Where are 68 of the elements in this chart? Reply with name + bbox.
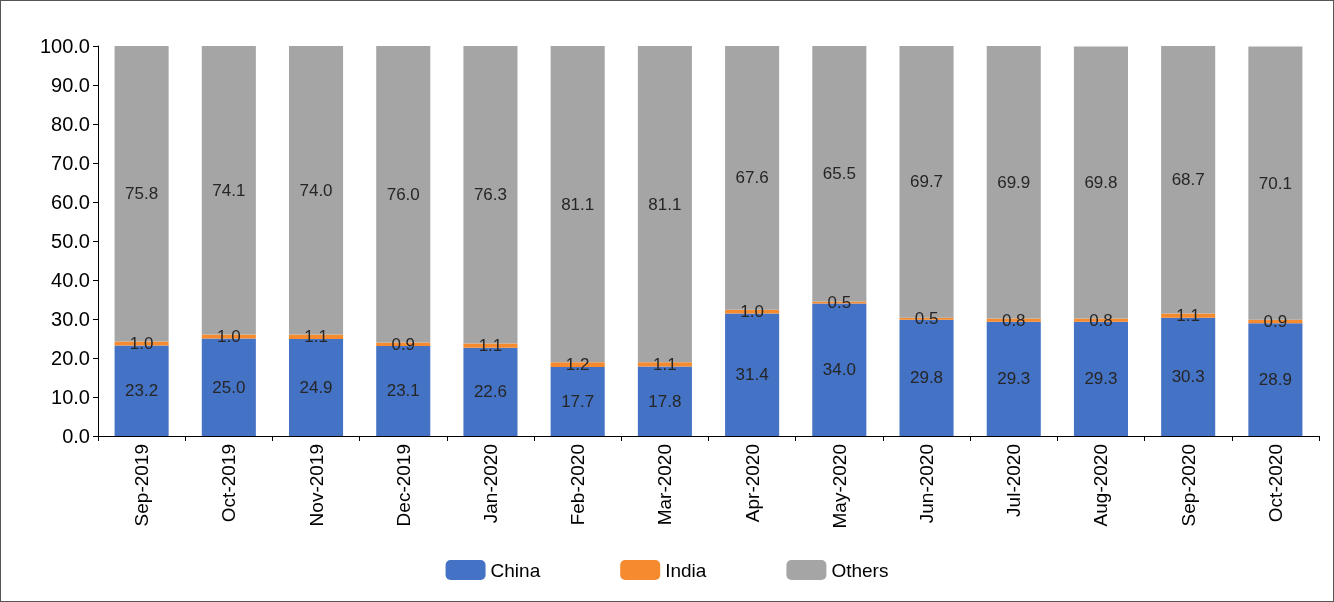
data-label: 69.8: [1084, 173, 1118, 192]
y-tick-label: 100.0: [39, 35, 90, 57]
x-tick-label: Jun-2020: [916, 444, 938, 524]
data-label: 69.7: [909, 172, 944, 192]
data-label: 0.8: [1001, 310, 1026, 330]
x-tick-label: Apr-2020: [741, 444, 763, 523]
data-label: 22.6: [473, 382, 508, 402]
data-label: 70.1: [1258, 173, 1292, 193]
data-label: 23.2: [125, 381, 159, 401]
data-label: 1.1: [304, 327, 328, 347]
data-label: 0.5: [827, 292, 852, 312]
data-label: 81.1: [648, 194, 682, 214]
data-label: 75.8: [125, 184, 159, 204]
x-tick-label: Mar-2020: [654, 444, 676, 526]
y-tick-label: 10.0: [51, 386, 90, 408]
data-label: 25.0: [212, 377, 246, 397]
x-tick-label: Aug-2020: [1090, 444, 1112, 527]
y-tick-label: 30.0: [51, 308, 90, 330]
x-tick-label: Oct-2020: [1264, 444, 1286, 523]
x-tick-label: May-2020: [828, 444, 850, 529]
data-label: 23.1: [386, 381, 420, 401]
y-tick-label: 40.0: [51, 269, 90, 291]
x-tick-label: Dec-2019: [392, 444, 414, 527]
legend-label: Others: [831, 559, 889, 581]
data-label: 29.3: [1084, 369, 1118, 389]
data-label: 1.0: [740, 302, 764, 322]
data-label: 81.1: [561, 194, 595, 214]
x-tick-label: Jul-2020: [1003, 444, 1025, 517]
y-tick-label: 90.0: [51, 74, 90, 96]
data-label: 17.8: [648, 391, 682, 411]
y-tick-label: 0.0: [62, 425, 90, 447]
legend-label: India: [665, 559, 707, 581]
data-label: 29.3: [997, 369, 1031, 389]
data-label: 31.4: [735, 365, 769, 385]
data-label: 69.9: [997, 172, 1031, 192]
x-tick-label: Sep-2019: [131, 444, 153, 527]
y-tick-label: 80.0: [51, 113, 90, 135]
data-label: 34.0: [822, 360, 856, 380]
y-tick-label: 50.0: [51, 230, 90, 252]
data-label: 0.9: [391, 334, 416, 354]
data-label: 17.7: [561, 391, 595, 411]
data-label: 67.6: [735, 168, 769, 188]
data-label: 0.9: [1263, 312, 1288, 332]
x-tick-label: Feb-2020: [567, 444, 589, 526]
x-tick-label: Sep-2020: [1177, 444, 1199, 527]
data-label: 30.3: [1171, 367, 1205, 387]
data-label: 1.1: [1176, 306, 1200, 326]
data-label: 68.7: [1171, 170, 1205, 190]
data-label: 24.9: [299, 377, 333, 397]
data-label: 29.8: [909, 368, 944, 388]
x-tick-label: Oct-2019: [218, 444, 240, 523]
y-tick-label: 60.0: [51, 191, 90, 213]
data-label: 1.0: [129, 334, 154, 354]
data-label: 65.5: [822, 164, 856, 184]
data-label: 0.5: [914, 309, 939, 329]
data-label: 0.8: [1089, 310, 1113, 330]
y-tick-label: 70.0: [51, 152, 90, 174]
data-label: 74.1: [212, 180, 246, 200]
data-label: 74.0: [299, 180, 333, 200]
data-label: 76.0: [386, 184, 420, 204]
data-label: 76.3: [473, 185, 508, 205]
x-tick-label: Nov-2019: [305, 444, 327, 527]
data-label: 28.9: [1258, 370, 1292, 390]
data-label: 1.0: [217, 327, 241, 347]
data-label: 1.1: [478, 336, 503, 356]
legend-label: China: [490, 559, 541, 581]
y-tick-label: 20.0: [51, 347, 90, 369]
x-tick-label: Jan-2020: [479, 444, 501, 524]
